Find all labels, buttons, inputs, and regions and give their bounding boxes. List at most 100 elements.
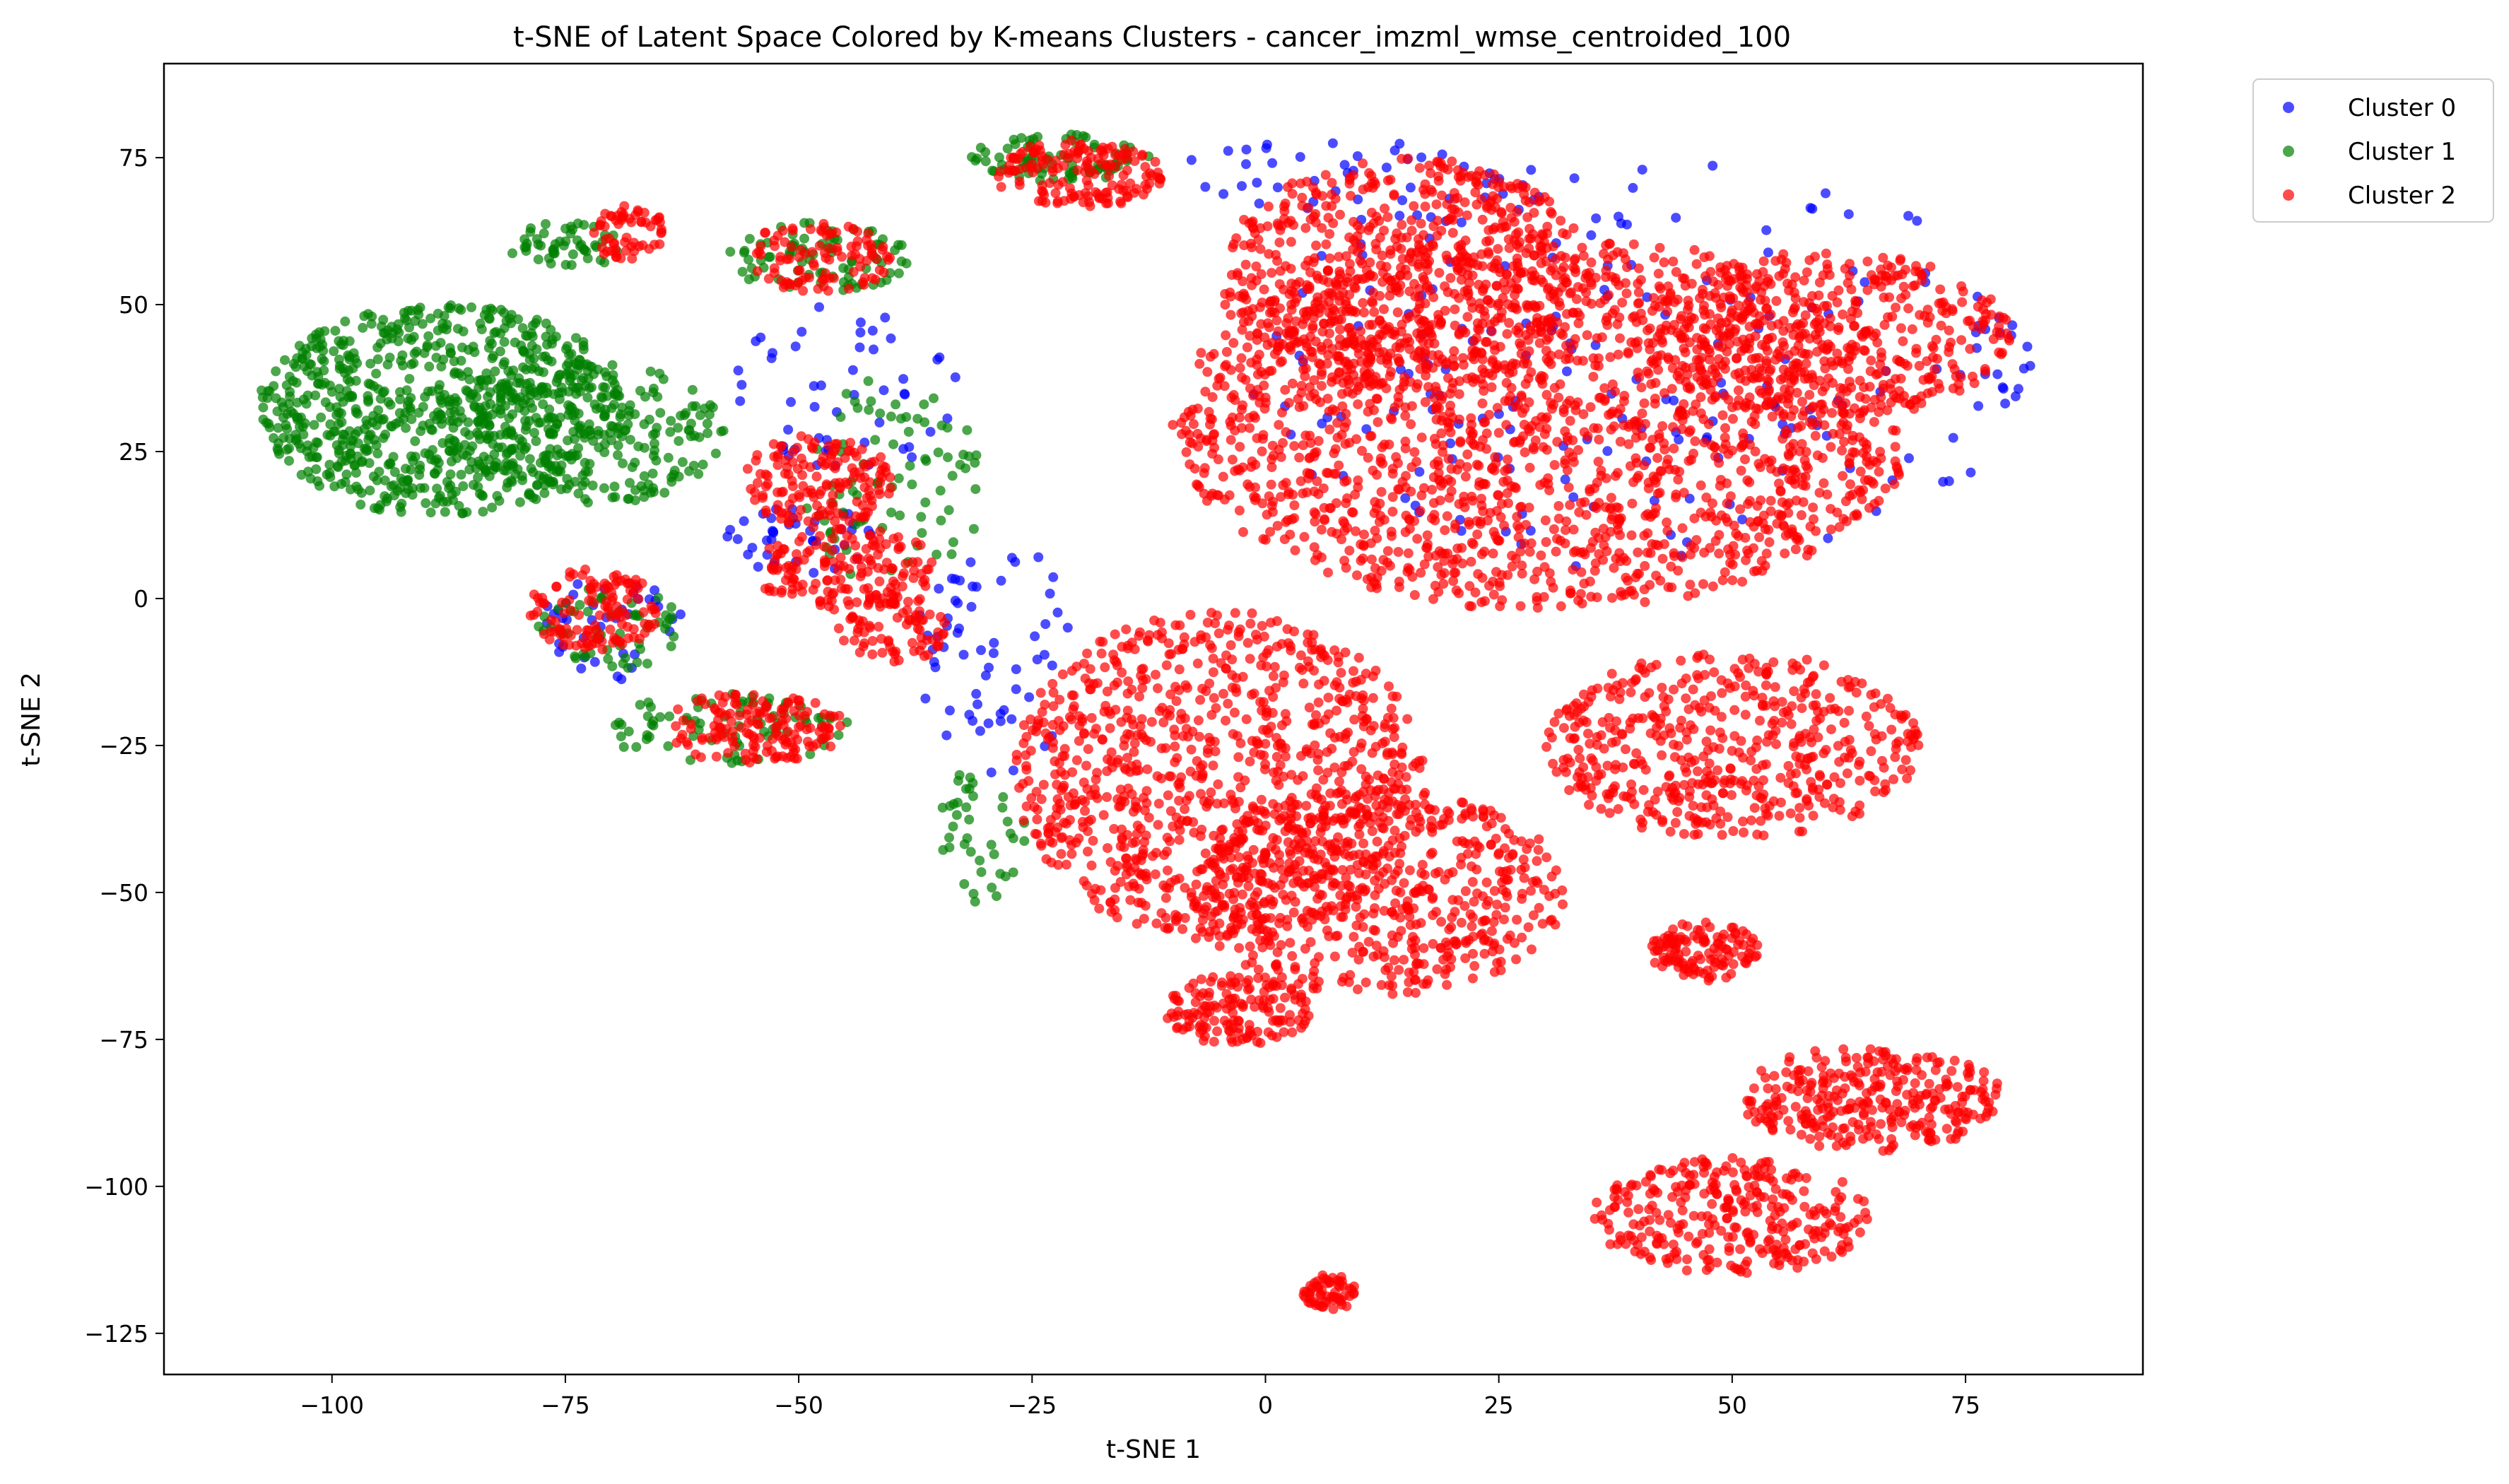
data-point [1650,508,1660,519]
data-point [1376,487,1387,497]
data-point [1467,302,1478,313]
data-point [1254,349,1264,360]
data-point [790,341,801,352]
data-point [1700,512,1711,522]
data-point [1541,389,1552,400]
data-point [1267,462,1277,473]
data-point [295,422,305,432]
data-point [462,507,472,517]
data-point [1387,492,1398,502]
data-point [305,473,316,484]
data-point [1011,664,1021,674]
data-point [1122,705,1133,716]
data-point [587,382,597,393]
data-point [1696,480,1706,490]
data-point [2010,391,2021,401]
data-point [1243,306,1254,317]
data-point [582,253,593,264]
data-point [482,434,493,444]
data-point [1324,229,1335,240]
data-point [1450,567,1461,578]
data-point [1529,208,1539,218]
data-point [1048,688,1059,698]
data-point [1443,372,1453,383]
data-point [1279,206,1290,216]
data-point [705,400,715,411]
series-cluster-2 [525,135,2015,1314]
data-point [654,368,665,379]
data-point [1364,167,1375,178]
data-point [895,510,905,521]
data-point [1757,565,1768,576]
data-point [916,512,927,522]
data-point [1242,637,1253,648]
data-point [1468,539,1479,549]
data-point [1627,498,1638,509]
data-point [1368,671,1378,682]
data-point [1379,304,1389,314]
data-point [613,440,623,451]
data-point [414,470,425,481]
data-point [1008,833,1018,844]
data-point [1787,465,1798,476]
data-point [1116,717,1127,727]
data-point [647,469,658,479]
data-point [372,475,382,485]
data-point [374,466,384,477]
data-point [1280,384,1291,395]
data-point [1633,547,1643,558]
data-point [1529,250,1539,261]
data-point [921,456,932,466]
data-point [1604,290,1614,300]
data-point [1467,345,1478,355]
data-point [1401,471,1411,481]
data-point [675,609,686,620]
data-point [1337,306,1348,317]
data-point [406,393,416,404]
data-point [1578,251,1589,261]
data-point [893,473,904,483]
data-point [1394,139,1405,149]
data-point [996,575,1006,586]
data-point [1153,683,1163,693]
data-point [347,392,358,402]
data-point [1341,338,1351,348]
data-point [1177,429,1187,440]
data-point [1281,478,1291,488]
data-point [1301,310,1312,321]
data-point [1214,490,1224,501]
data-point [489,461,500,471]
data-point [1862,443,1872,454]
data-point [1406,215,1417,225]
data-point [1761,355,1772,366]
data-point [1758,510,1769,521]
data-point [580,466,591,477]
data-point [1616,591,1627,601]
data-point [1247,242,1257,252]
data-point [1207,391,1218,402]
data-point [1671,266,1681,277]
data-point [1434,268,1445,278]
data-point [1331,469,1341,479]
data-point [616,731,626,742]
data-point [340,316,351,326]
data-point [353,438,363,449]
data-point [1859,277,1870,288]
data-point [1727,559,1738,570]
data-point [1194,482,1204,493]
data-point [947,471,958,481]
data-point [575,428,585,439]
data-point [1565,585,1575,596]
data-point [1669,550,1679,561]
data-point [1555,300,1565,311]
data-point [1640,560,1650,571]
data-point [1344,546,1355,556]
data-point [1591,213,1602,223]
data-point [1519,538,1529,548]
data-point [1329,680,1340,690]
data-point [987,883,997,893]
data-point [1502,329,1512,339]
data-point [1313,489,1324,500]
data-point [315,341,325,352]
data-point [1838,310,1848,319]
